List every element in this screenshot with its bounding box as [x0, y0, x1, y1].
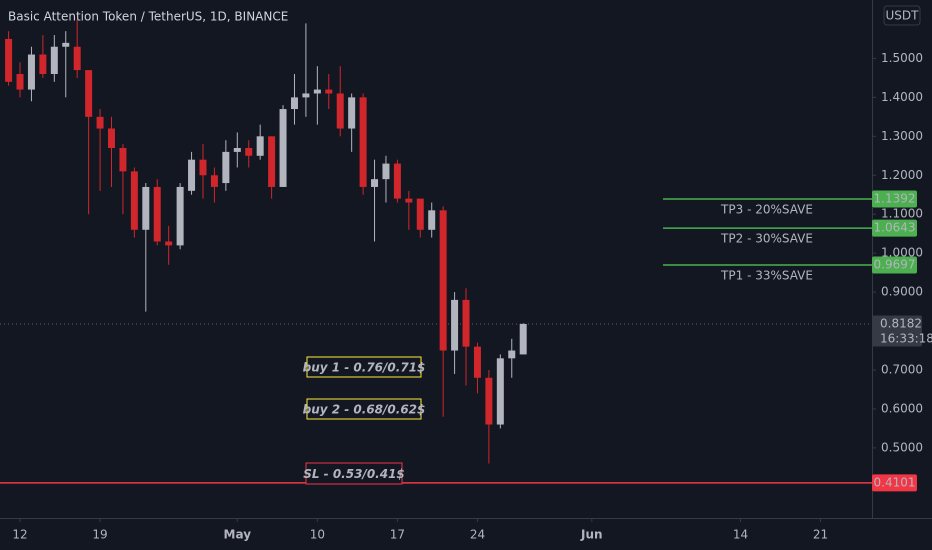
y-tick-label: 1.1000	[881, 207, 923, 221]
candle-body	[210, 175, 218, 187]
candle-body	[462, 299, 470, 347]
x-tick-label: Jun	[580, 528, 603, 542]
x-tick-label: May	[224, 528, 252, 542]
candle-body	[245, 148, 253, 156]
y-tick-label: 1.5000	[881, 51, 923, 65]
candle-body	[439, 210, 447, 351]
level-label: TP3 - 20%SAVE	[720, 202, 813, 216]
y-tick-label: 1.2000	[881, 168, 923, 182]
candle-body	[348, 97, 356, 129]
currency: USDT	[886, 9, 920, 23]
candle-body	[313, 89, 321, 94]
annotation-text: buy 1 - 0.76/0.71$	[303, 361, 426, 375]
candle-body	[233, 148, 241, 152]
candle-body	[16, 74, 24, 90]
currency-box	[883, 5, 921, 26]
candle-body	[290, 97, 298, 110]
candle-body	[176, 186, 184, 246]
level-price-box	[872, 256, 917, 274]
last-price-box	[872, 315, 922, 347]
candle-body	[416, 198, 424, 230]
candle-body	[336, 93, 344, 129]
annotation-text: buy 2 - 0.68/0.62$	[303, 403, 426, 417]
candle-body	[405, 198, 413, 203]
candle-body	[62, 42, 70, 47]
candle-body	[508, 350, 516, 359]
candle-body	[222, 151, 230, 184]
candle-body	[165, 241, 173, 246]
candle-body	[428, 210, 436, 230]
candle-body	[302, 93, 310, 98]
candle-body	[393, 163, 401, 199]
annotation-text: SL - 0.53/0.41$	[303, 467, 405, 481]
level-price: 1.0643	[874, 221, 916, 235]
candle-body	[96, 116, 104, 129]
y-tick-label: 1.4000	[881, 90, 923, 104]
candle-body	[371, 179, 379, 187]
y-tick-label: 0.5000	[881, 440, 923, 454]
stop-price-box	[872, 474, 917, 492]
chart-title: Basic Attention Token / TetherUS, 1D, BI…	[8, 10, 288, 24]
x-tick-label: 17	[390, 528, 405, 542]
candle-body	[85, 70, 93, 117]
y-tick-label: 0.9000	[881, 285, 923, 299]
y-tick-label: 0.6000	[881, 401, 923, 415]
candle-body	[359, 97, 367, 187]
candle-body	[39, 54, 47, 74]
level-label: TP2 - 30%SAVE	[720, 232, 813, 246]
candle-body	[50, 46, 58, 74]
x-tick-label: 24	[470, 528, 485, 542]
annotation-box	[306, 356, 422, 378]
candle-body	[119, 148, 127, 172]
candle-body	[496, 358, 504, 425]
level-price: 1.1392	[874, 191, 916, 205]
candle-body	[473, 346, 481, 378]
x-tick-label: 10	[310, 528, 325, 542]
candle-body	[153, 186, 161, 242]
candle-body	[108, 128, 116, 148]
candle-body	[382, 163, 390, 180]
x-tick-label: 19	[92, 528, 107, 542]
annotation-box	[306, 398, 422, 420]
y-tick-label: 0.7000	[881, 363, 923, 377]
x-tick-label: 14	[733, 528, 748, 542]
countdown: 16:33:18	[880, 331, 932, 345]
candle-body	[27, 54, 35, 90]
level-price: 0.9697	[874, 257, 916, 271]
x-tick-label: 12	[12, 528, 27, 542]
stop-price: 0.4101	[874, 475, 916, 489]
y-tick-label: 1.3000	[881, 129, 923, 143]
candle-body	[485, 377, 493, 425]
candle-body	[142, 186, 150, 230]
last-price: 0.8182	[880, 316, 922, 330]
level-label: TP1 - 33%SAVE	[720, 268, 813, 282]
candle-body	[5, 38, 13, 82]
candle-body	[73, 46, 81, 71]
y-tick-label: 1.0000	[881, 246, 923, 260]
candle-body	[130, 171, 138, 230]
candle-body	[325, 89, 333, 94]
level-price-box	[872, 190, 917, 208]
candle-body	[279, 109, 287, 187]
annotation-box	[305, 462, 403, 485]
candle-body	[188, 159, 196, 191]
x-tick-label: 21	[813, 528, 828, 542]
candle-body	[268, 136, 276, 187]
candle-body	[256, 136, 264, 156]
level-price-box	[872, 219, 917, 237]
candle-body	[519, 323, 527, 355]
candle-body	[199, 159, 207, 176]
candle-body	[451, 299, 459, 351]
